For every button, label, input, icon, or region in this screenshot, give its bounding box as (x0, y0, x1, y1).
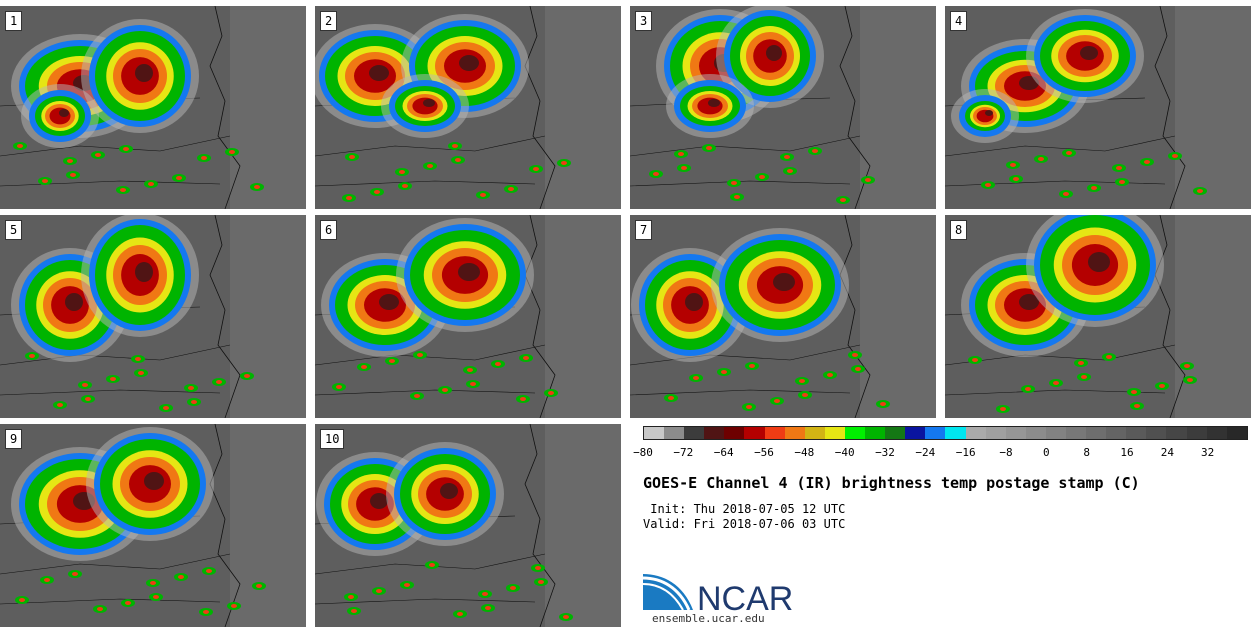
colorbar-tick-label: 16 (1120, 446, 1134, 459)
colorbar-tick-label: 8 (1083, 446, 1090, 459)
ir-map (0, 6, 306, 209)
colorbar-segment (925, 427, 946, 439)
colorbar-segment (865, 427, 886, 439)
colorbar-tick-label: −24 (915, 446, 936, 459)
ir-map (315, 424, 621, 627)
panel-number: 5 (5, 220, 23, 240)
postage-stamp-panel: 6 (315, 215, 621, 418)
ir-map (315, 215, 621, 418)
ir-map (0, 424, 306, 627)
init-time: Init: Thu 2018-07-05 12 UTC (643, 502, 846, 516)
colorbar-segment (885, 427, 906, 439)
colorbar-segment (1126, 427, 1147, 439)
colorbar-tick-label: −40 (834, 446, 855, 459)
ir-map (630, 215, 936, 418)
colorbar-tick-label: 32 (1201, 446, 1215, 459)
colorbar-segment (764, 427, 785, 439)
panel-number: 6 (320, 220, 338, 240)
panel-number: 3 (635, 11, 653, 31)
colorbar-segment (804, 427, 825, 439)
postage-stamp-panel: 4 (945, 6, 1251, 209)
colorbar-segment (704, 427, 725, 439)
colorbar-tick-label: 0 (1043, 446, 1050, 459)
panel-number: 8 (950, 220, 968, 240)
postage-stamp-panel: 1 (0, 6, 306, 209)
colorbar-tick-label: −16 (955, 446, 976, 459)
colorbar-segment (1146, 427, 1167, 439)
colorbar-segment (1226, 427, 1247, 439)
figure-title: GOES-E Channel 4 (IR) brightness temp po… (643, 474, 1140, 492)
postage-stamp-panel: 5 (0, 215, 306, 418)
ir-map (0, 215, 306, 418)
colorbar-segment (985, 427, 1006, 439)
colorbar-tick-label: −64 (713, 446, 734, 459)
colorbar-segment (1025, 427, 1046, 439)
colorbar-segment (1065, 427, 1087, 439)
panel-number: 7 (635, 220, 653, 240)
colorbar-segment (784, 427, 805, 439)
postage-stamp-panel: 2 (315, 6, 621, 209)
colorbar-segment (1086, 427, 1107, 439)
colorbar-segment (1005, 427, 1026, 439)
colorbar-segment (844, 427, 866, 439)
colorbar-segment (1186, 427, 1207, 439)
panel-number: 1 (5, 11, 23, 31)
colorbar-segment (644, 427, 665, 439)
colorbar-segment (905, 427, 926, 439)
colorbar-segment (824, 427, 845, 439)
panel-number: 2 (320, 11, 338, 31)
postage-stamp-panel: 3 (630, 6, 936, 209)
postage-stamp-panel: 7 (630, 215, 936, 418)
colorbar-tick-label: −32 (875, 446, 895, 459)
colorbar-tick-label: −56 (754, 446, 774, 459)
ir-map (315, 6, 621, 209)
colorbar-segment (945, 427, 966, 439)
colorbar-segment (664, 427, 685, 439)
ncar-logo: NCAR (643, 574, 793, 614)
postage-stamp-panel: 9 (0, 424, 306, 627)
colorbar-tick-label: −80 (633, 446, 653, 459)
site-url: ensemble.ucar.edu (652, 612, 765, 625)
valid-time: Valid: Fri 2018-07-06 03 UTC (643, 517, 846, 531)
postage-stamp-panel: 8 (945, 215, 1251, 418)
ir-map (945, 6, 1251, 209)
colorbar (643, 426, 1248, 440)
panel-number: 10 (320, 429, 345, 449)
ir-map (945, 215, 1251, 418)
colorbar-tick-label: 24 (1160, 446, 1174, 459)
colorbar-segment (1045, 427, 1066, 439)
colorbar-segment (724, 427, 745, 439)
colorbar-ticks: −80 −72 −64 −56 −48 −40 −32 −24 −16 −8 0 8 16 24 32 (633, 446, 1248, 460)
ir-map (630, 6, 936, 209)
colorbar-tick-label: −8 (999, 446, 1013, 459)
colorbar-segment (744, 427, 765, 439)
panel-number: 4 (950, 11, 968, 31)
ncar-logo-text: NCAR (697, 580, 793, 614)
colorbar-tick-label: −72 (673, 446, 694, 459)
colorbar-segment (684, 427, 705, 439)
panel-number: 9 (5, 429, 23, 449)
colorbar-segment (1106, 427, 1127, 439)
colorbar-segment (1206, 427, 1227, 439)
colorbar-segment (1166, 427, 1187, 439)
colorbar-tick-label: −48 (794, 446, 815, 459)
postage-stamp-panel: 10 (315, 424, 621, 627)
colorbar-segment (965, 427, 986, 439)
